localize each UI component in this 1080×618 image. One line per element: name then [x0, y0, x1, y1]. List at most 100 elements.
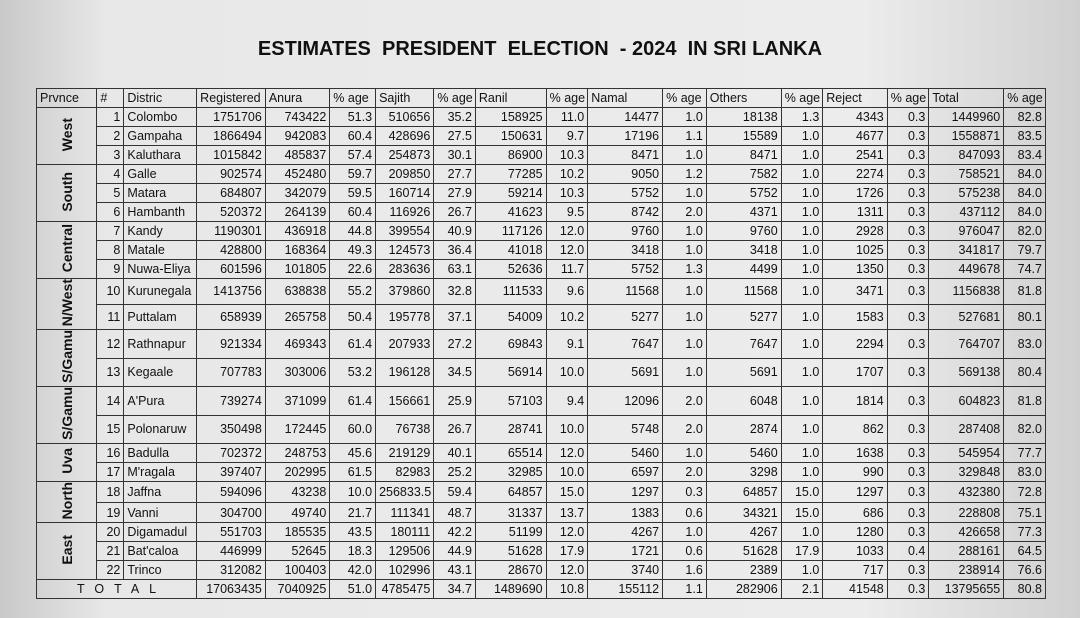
district-cell: Kaluthara	[123, 145, 198, 165]
header-cell: Distric	[123, 88, 198, 108]
data-cell: 485837	[264, 145, 331, 165]
data-cell: 11.0	[545, 107, 589, 127]
data-cell: 5691	[705, 357, 782, 388]
header-cell: % age	[329, 88, 377, 108]
district-cell: Rathnapur	[123, 329, 198, 359]
province-cell: North	[35, 481, 98, 524]
data-cell: 10.0	[545, 462, 589, 483]
data-cell: 25.2	[433, 462, 476, 483]
data-cell: 49740	[264, 501, 331, 524]
data-row: 9 Nuwa-Eliya 601596 101805 22.6 283636 63.1 526…	[37, 259, 1046, 279]
data-cell: 1.0	[780, 462, 824, 483]
data-cell: 17.9	[545, 541, 589, 562]
data-cell: 0.3	[886, 329, 930, 359]
district-cell: Gampaha	[123, 126, 198, 146]
data-cell: 44.8	[329, 221, 377, 241]
data-cell: 342079	[264, 183, 331, 203]
data-cell: 10	[96, 278, 125, 305]
data-cell: 84.0	[1003, 202, 1046, 222]
total-cell: 13795655	[928, 579, 1005, 600]
data-row: 8 Matale 428800 168364 49.3 124573 36.4 41018 12…	[37, 240, 1046, 260]
data-cell: 10.2	[545, 164, 589, 184]
data-cell: 1.0	[780, 443, 824, 464]
data-row: S/Gamu 12 Rathnapur 921334 469343 61.4 207933 2…	[35, 329, 1046, 388]
data-cell: 4	[96, 164, 125, 184]
data-cell: 0.3	[886, 303, 930, 331]
data-cell: 1383	[587, 501, 664, 524]
data-cell: 254873	[375, 145, 435, 165]
data-cell: 0.3	[886, 522, 930, 543]
data-cell: 1280	[822, 522, 888, 543]
data-cell: 61.4	[329, 329, 377, 359]
data-cell: 111341	[375, 501, 435, 524]
data-cell: 303006	[264, 357, 331, 388]
header-cell: % age	[433, 88, 476, 108]
province-cell: East	[35, 522, 98, 581]
district-cell: Badulla	[123, 443, 198, 464]
data-row: 15 Polonaruw 350498 172445 60.0 76738 26.7 2874…	[37, 414, 1046, 445]
data-cell: 12	[96, 329, 125, 359]
data-cell: 10.0	[545, 414, 589, 445]
data-cell: 28741	[474, 414, 547, 445]
data-cell: 1.0	[780, 560, 824, 581]
total-cell: 1.1	[662, 579, 707, 600]
data-cell: 428696	[375, 126, 435, 146]
data-cell: 168364	[264, 240, 331, 260]
data-cell: 34321	[705, 501, 782, 524]
data-cell: 12096	[587, 386, 664, 416]
data-cell: 4499	[705, 259, 782, 279]
header-cell: Prvnce	[35, 88, 98, 108]
data-cell: 265758	[264, 303, 331, 331]
province-name: East	[58, 535, 75, 565]
data-cell: 3418	[705, 240, 782, 260]
data-cell: 11568	[587, 278, 664, 305]
data-cell: 75.1	[1003, 501, 1046, 524]
data-cell: 449678	[928, 259, 1005, 279]
data-cell: 256833.5	[375, 481, 435, 503]
header-cell: Registered	[196, 88, 266, 108]
data-cell: 283636	[375, 259, 435, 279]
data-cell: 5748	[587, 414, 664, 445]
data-cell: 658939	[196, 303, 266, 331]
data-row: 13 Kegaale 707783 303006 53.2 196128 34.5 56914…	[37, 357, 1046, 388]
data-cell: 0.3	[886, 164, 930, 184]
data-cell: 5277	[587, 303, 664, 331]
data-cell: 77285	[474, 164, 547, 184]
data-cell: 15	[96, 414, 125, 445]
data-cell: 202995	[264, 462, 331, 483]
data-cell: 1190301	[196, 221, 266, 241]
header-cell: Namal	[587, 88, 664, 108]
data-cell: 0.4	[886, 541, 930, 562]
data-cell: 10.0	[329, 481, 377, 503]
data-cell: 287408	[928, 414, 1005, 445]
district-cell: Puttalam	[123, 303, 198, 331]
data-cell: 569138	[928, 357, 1005, 388]
data-cell: 1.0	[662, 221, 707, 241]
data-row: 6 Hambanth 520372 264139 60.4 116926 26.7 41623…	[37, 202, 1046, 222]
data-cell: 124573	[375, 240, 435, 260]
data-cell: 1.3	[662, 259, 707, 279]
header-cell: #	[96, 88, 125, 108]
data-cell: 1297	[587, 481, 664, 503]
data-cell: 1449960	[928, 107, 1005, 127]
data-cell: 0.3	[886, 481, 930, 503]
data-cell: 5752	[705, 183, 782, 203]
data-cell: 4267	[705, 522, 782, 543]
data-cell: 0.3	[886, 560, 930, 581]
data-row: S/Gamu 14 A'Pura 739274 371099 61.4 156661 25.9…	[35, 386, 1046, 445]
total-cell: 282906	[705, 579, 782, 600]
province-cell: S/Gamu	[35, 386, 98, 445]
province-cell: Central	[35, 221, 98, 279]
data-cell: 172445	[264, 414, 331, 445]
district-cell: Kandy	[123, 221, 198, 241]
data-cell: 4267	[587, 522, 664, 543]
data-cell: 707783	[196, 357, 266, 388]
data-cell: 51628	[705, 541, 782, 562]
data-row: South 4 Galle 902574 452480 59.7 209850 27.7 772…	[35, 164, 1046, 222]
data-cell: 32985	[474, 462, 547, 483]
data-cell: 436918	[264, 221, 331, 241]
data-cell: 9.4	[545, 386, 589, 416]
data-cell: 56914	[474, 357, 547, 388]
data-cell: 100403	[264, 560, 331, 581]
